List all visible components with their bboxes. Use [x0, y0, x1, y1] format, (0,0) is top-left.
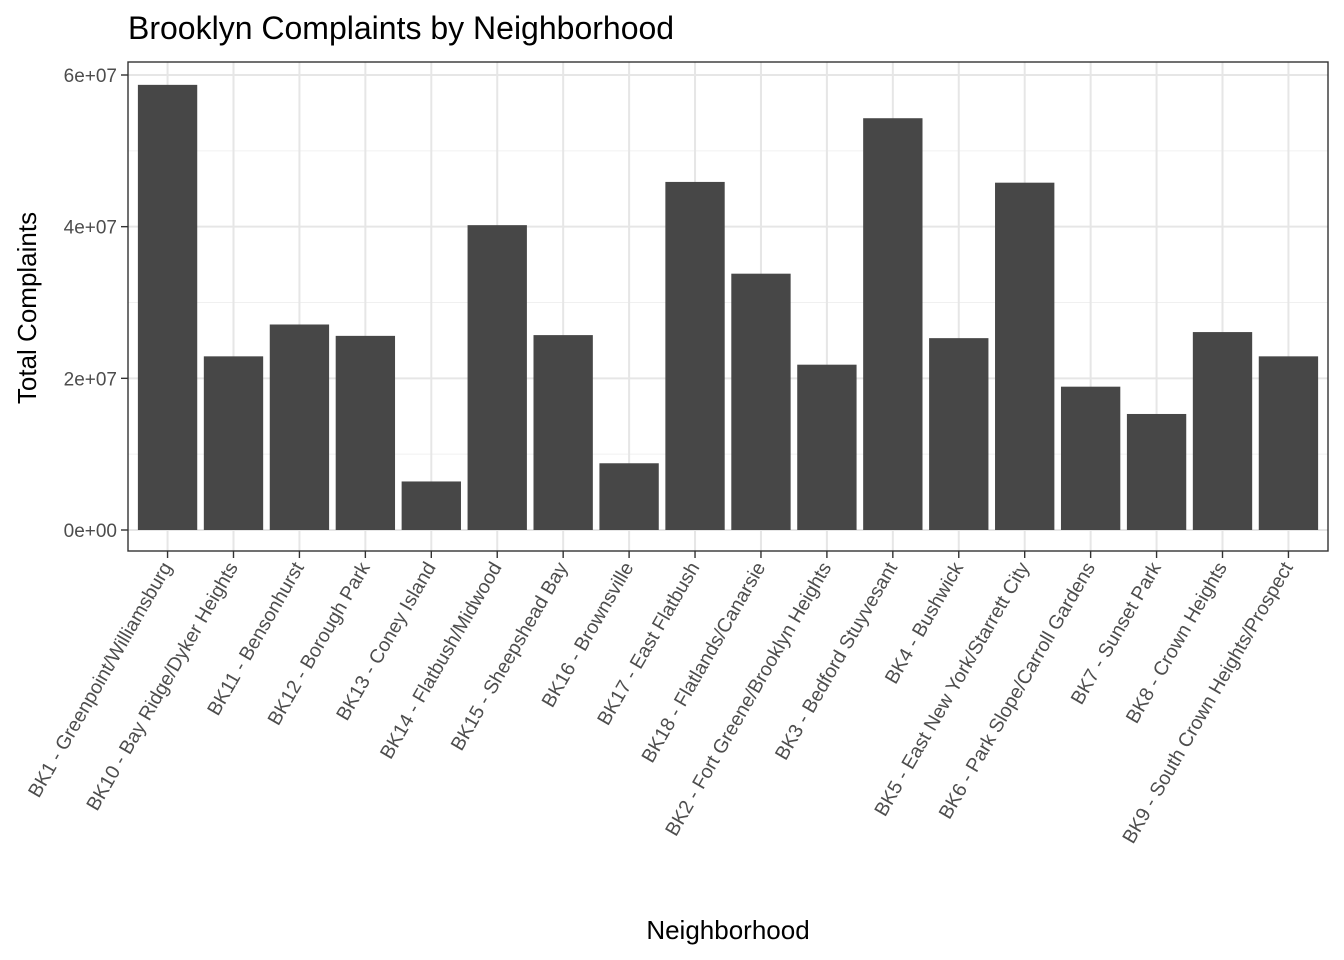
x-tick-label: BK18 - Flatlands/Canarsie [637, 559, 770, 767]
bar [401, 481, 461, 530]
y-tick-label: 0e+00 [64, 521, 117, 542]
bar [665, 181, 725, 531]
bar [1126, 413, 1187, 530]
bar [995, 182, 1055, 530]
bar [599, 463, 659, 530]
y-tick-label: 6e+07 [64, 66, 117, 87]
x-tick-label: BK15 - Sheepshead Bay [447, 558, 573, 754]
bar [929, 338, 989, 530]
bar [137, 84, 198, 530]
plot-border [127, 61, 1329, 552]
bar [269, 324, 330, 530]
bar [467, 225, 527, 530]
bars [137, 84, 1319, 531]
y-tick-label: 4e+07 [64, 218, 117, 239]
y-tick-label: 2e+07 [64, 369, 117, 390]
bar [1060, 386, 1121, 530]
bar [797, 364, 857, 530]
bar [731, 273, 791, 530]
bar [203, 356, 264, 530]
bar [1192, 332, 1253, 530]
bar [863, 118, 923, 530]
x-tick-label: BK14 - Flatbush/Midwood [376, 559, 507, 763]
y-axis: 0e+00 2e+07 4e+07 6e+07 [64, 66, 128, 542]
x-axis-title: Neighborhood [646, 915, 809, 945]
bar [533, 335, 593, 530]
chart-title: Brooklyn Complaints by Neighborhood [128, 10, 674, 46]
y-axis-title: Total Complaints [12, 212, 42, 404]
x-tick-label: BK3 - Bedford Stuyvesant [771, 558, 903, 764]
bar [335, 335, 396, 530]
bar [1258, 356, 1319, 530]
